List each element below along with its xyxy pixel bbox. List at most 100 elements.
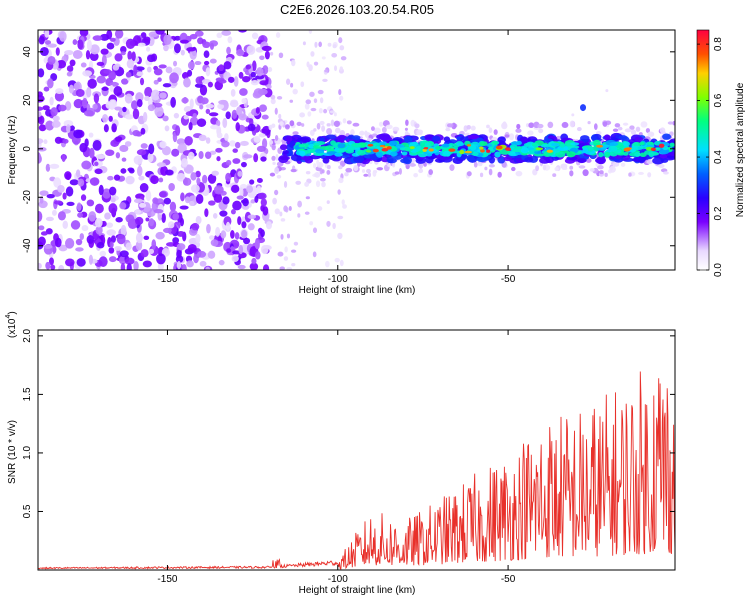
heatmap-cell	[309, 91, 315, 97]
heatmap-cell	[428, 169, 434, 176]
heatmap-cell	[100, 48, 109, 55]
heatmap-cell	[403, 135, 413, 144]
heatmap-cell	[258, 104, 268, 113]
heatmap-cell	[205, 67, 211, 77]
heatmap-cell	[669, 142, 675, 148]
colorbar-gradient	[696, 29, 710, 271]
heatmap-cell	[385, 124, 393, 130]
heatmap-cell	[559, 143, 566, 148]
heatmap-cell	[51, 209, 57, 216]
heatmap-cell	[295, 180, 302, 185]
heatmap-cell	[125, 38, 136, 50]
heatmap-cell	[588, 145, 594, 152]
heatmap-cell	[204, 151, 212, 159]
heatmap-cell	[202, 41, 211, 49]
heatmap-cell	[658, 163, 665, 168]
heatmap-cell	[225, 172, 232, 182]
heatmap-cell	[515, 170, 523, 177]
heatmap-cell	[58, 264, 65, 270]
heatmap-cell	[89, 52, 99, 62]
heatmap-cell	[345, 167, 353, 173]
heatmap-cell	[464, 150, 473, 154]
heatmap-cell	[205, 108, 211, 114]
heatmap-cell	[279, 211, 283, 217]
heatmap-y-label: Frequency (Hz)	[7, 116, 18, 185]
heatmap-cell	[332, 222, 336, 230]
heatmap-cell	[147, 54, 156, 63]
heatmap-cell	[108, 256, 117, 263]
heatmap-cell	[38, 106, 44, 111]
heatmap-cell	[577, 158, 587, 164]
heatmap-cell	[386, 146, 392, 150]
heatmap-cell	[307, 111, 312, 117]
heatmap-cell	[193, 254, 199, 264]
heatmap-cell	[142, 260, 152, 268]
heatmap-cell	[190, 184, 200, 193]
heatmap-cell	[271, 144, 276, 151]
heatmap-cell	[486, 149, 491, 153]
heatmap-cell	[94, 217, 103, 228]
heatmap-cell	[148, 248, 155, 255]
heatmap-cell	[319, 178, 326, 182]
heatmap-cell	[246, 185, 254, 193]
heatmap-cell	[318, 107, 323, 114]
heatmap-cell	[272, 197, 277, 205]
heatmap-cell	[260, 156, 267, 162]
heatmap-cell	[89, 44, 100, 55]
heatmap-cell	[289, 120, 295, 127]
heatmap-cell	[54, 91, 65, 102]
heatmap-cell	[659, 148, 670, 155]
heatmap-cell	[54, 237, 62, 248]
heatmap-cell	[366, 137, 372, 142]
heatmap-cell	[316, 122, 321, 130]
heatmap-cell	[169, 201, 177, 212]
heatmap-cell	[58, 244, 68, 252]
heatmap-cell	[316, 159, 320, 166]
heatmap-cell	[120, 262, 126, 270]
heatmap-cell	[124, 257, 135, 265]
heatmap-cell	[115, 152, 121, 159]
heatmap-cell	[134, 209, 142, 215]
heatmap-cell	[205, 266, 211, 270]
heatmap-cell	[272, 161, 276, 165]
heatmap-cell	[561, 121, 569, 129]
heatmap-cell	[479, 146, 484, 150]
heatmap-cell	[62, 220, 69, 229]
heatmap-cell	[227, 76, 235, 83]
heatmap-cell	[135, 216, 144, 225]
heatmap-cell	[634, 151, 641, 157]
heatmap-cell	[185, 111, 194, 117]
heatmap-cell	[243, 237, 251, 245]
heatmap-cell	[203, 50, 210, 58]
heatmap-cell	[445, 127, 451, 132]
heatmap-cell	[342, 204, 347, 209]
heatmap-cell	[582, 169, 589, 177]
heatmap-cell	[229, 140, 236, 147]
snr-x-ticks: -150 -100 -50	[157, 330, 516, 585]
heatmap-cell	[364, 130, 368, 137]
heatmap-cell	[299, 136, 312, 143]
heatmap-cell	[225, 111, 231, 120]
heatmap-cell	[189, 98, 194, 109]
heatmap-cell	[153, 209, 164, 214]
heatmap-cell	[290, 168, 297, 173]
heatmap-cell	[64, 171, 72, 180]
heatmap-cell	[381, 126, 387, 134]
heatmap-cell	[77, 178, 85, 187]
heatmap-cell	[256, 67, 264, 77]
heatmap-cell	[547, 121, 554, 129]
heatmap-cell	[321, 125, 326, 132]
heatmap-cell	[672, 121, 675, 126]
heatmap-cell	[207, 250, 216, 259]
heatmap-cell	[667, 121, 674, 125]
heatmap-cell	[527, 130, 534, 136]
heatmap-cell	[338, 165, 343, 170]
heatmap-cell	[321, 181, 326, 188]
heatmap-cell	[551, 142, 560, 147]
heatmap-cell	[609, 151, 618, 157]
heatmap-cell	[208, 200, 216, 206]
snr-scale-suffix: )	[7, 311, 18, 314]
heatmap-cell	[314, 41, 318, 48]
heatmap-cell	[539, 157, 551, 164]
heatmap-cell	[223, 61, 232, 70]
